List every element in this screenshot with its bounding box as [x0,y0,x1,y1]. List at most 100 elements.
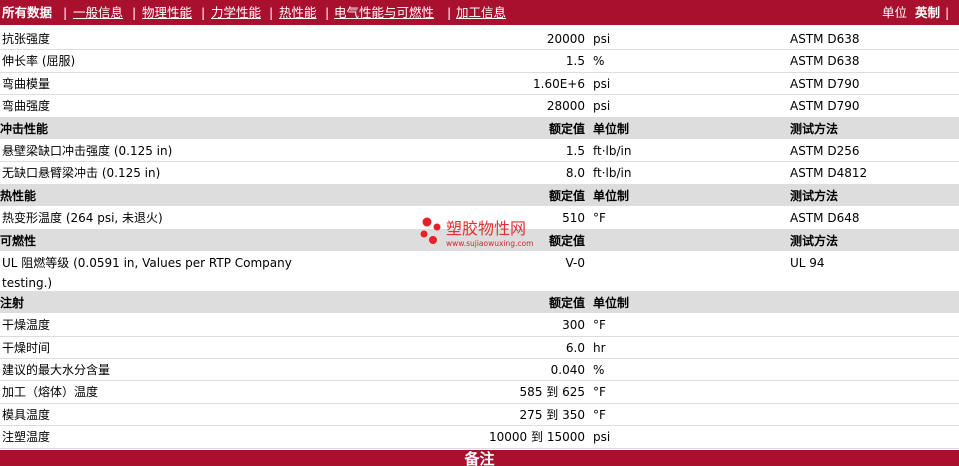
property-value: 6.0 [565,340,585,355]
property-name: 弯曲模量 [2,76,51,91]
nav-separator: | [269,5,274,20]
property-unit: °F [593,318,606,333]
property-value: 300 [562,318,585,333]
watermark-url: www.sujiaowuxing.com [446,239,533,248]
property-unit: psi [593,99,611,114]
section-title: 注射 [0,295,25,310]
property-row: 热变形温度 (264 psi, 未退火) 510 °F ASTM D648 [0,207,959,230]
section-title: 冲击性能 [0,121,49,136]
property-row: UL 阻燃等级 (0.0591 in, Values per RTP Compa… [0,252,959,292]
property-unit: psi [593,430,611,445]
nav-tab[interactable]: 电气性能与可燃性 [334,5,435,20]
property-name: 弯曲强度 [2,99,51,114]
nav-separator: | [945,5,950,20]
column-header: 单位制 [593,295,630,310]
unit-label: 单位 [882,5,908,20]
property-name: 热变形温度 (264 psi, 未退火) [2,211,163,226]
nav-tab[interactable]: 力学性能 [211,5,262,20]
property-row: 干燥温度 300 °F [0,314,959,337]
test-method: UL 94 [790,255,825,270]
property-table: 抗张强度 20000 psi ASTM D638 伸长率 (屈服) 1.5% ASTM D6… [0,28,959,449]
property-unit: °F [593,211,606,226]
watermark-dot [433,223,441,231]
property-value: 28000 [546,99,585,114]
property-name: 干燥温度 [2,318,51,333]
watermark-dot [420,230,428,238]
property-unit: % [593,54,605,69]
property-row: 悬壁梁缺口冲击强度 (0.125 in) 1.5 ft·lb/in ASTM D256 [0,140,959,163]
section-title: 可燃性 [0,233,37,248]
property-row: 干燥时间 6.0 hr [0,337,959,360]
property-value: 8.0 [565,166,585,181]
test-method: ASTM D256 [790,143,860,158]
nav-separator: | [201,5,206,20]
test-method: ASTM D790 [790,99,860,114]
column-header: 测试方法 [790,233,839,248]
section-header: 热性能 额定值 单位制 测试方法 [0,184,959,208]
nav-tab[interactable]: 物理性能 [142,5,193,20]
property-unit: °F [593,407,606,422]
property-value: 1.60E+6 [533,76,585,91]
nav-tab[interactable]: 热性能 [279,5,317,20]
column-header: 测试方法 [790,121,839,136]
property-row: 加工（熔体）温度 585 到 625 °F [0,381,959,404]
property-unit: ft·lb/in [593,166,632,181]
property-value: 275 到 350 [519,407,585,422]
property-unit: psi [593,32,611,46]
property-name: 建议的最大水分含量 [2,363,111,378]
property-name: 悬壁梁缺口冲击强度 (0.125 in) [2,143,173,158]
property-row: 建议的最大水分含量 0.040% [0,359,959,382]
property-unit: psi [593,76,611,91]
test-method: ASTM D790 [790,76,860,91]
nav-tab: 所有数据 [2,5,53,20]
section-title: 热性能 [0,188,37,203]
property-name: 伸长率 (屈服) [2,54,76,69]
unit-value[interactable]: 英制 [915,5,941,20]
watermark-dot [429,236,437,244]
property-value: 1.5 [565,54,585,69]
property-row: 注塑温度 10000 到 15000 psi [0,426,959,449]
column-header: 测试方法 [790,188,839,203]
column-header: 单位制 [593,188,630,203]
nav-bar: 所有数据 一般信息 物理性能 力学性能 热性能 电气性能与可燃性 加工信息 | | | | | | 单位英… [0,0,959,25]
property-name: 无缺口悬臂梁冲击 (0.125 in) [2,166,161,181]
property-value: 510 [562,211,585,226]
property-name: 模具温度 [2,407,51,422]
property-name: 干燥时间 [2,340,51,355]
column-header: 额定值 [548,188,585,203]
nav-tab[interactable]: 一般信息 [73,5,124,20]
section-header: 注射 额定值 单位制 [0,291,959,315]
property-value: 10000 到 15000 [489,430,585,445]
section-header: 可燃性 额定值 测试方法 [0,229,959,252]
property-name: 注塑温度 [2,430,51,445]
column-header: 额定值 [548,233,585,248]
property-row: 抗张强度 20000 psi ASTM D638 [0,28,959,51]
nav-tab[interactable]: 加工信息 [456,5,507,20]
nav-separator: | [325,5,330,20]
property-row: 弯曲模量 1.60E+6 psi ASTM D790 [0,73,959,96]
column-header: 单位制 [593,121,630,136]
property-row: 无缺口悬臂梁冲击 (0.125 in) 8.0 ft·lb/in ASTM D4812 [0,162,959,185]
test-method: ASTM D638 [790,54,860,69]
nav-separator: | [132,5,137,20]
section-header: 冲击性能 额定值 单位制 测试方法 [0,117,959,140]
property-value: 585 到 625 [519,385,585,400]
property-row: 弯曲强度 28000 psi ASTM D790 [0,95,959,118]
test-method: ASTM D4812 [790,166,868,181]
property-row: 模具温度 275 到 350 °F [0,404,959,427]
property-row: 伸长率 (屈服) 1.5% ASTM D638 [0,50,959,73]
property-name: 加工（熔体）温度 [2,385,99,400]
column-header: 额定值 [548,121,585,136]
property-unit: ft·lb/in [593,143,632,158]
test-method: ASTM D638 [790,32,860,46]
nav-separator: | [63,5,68,20]
property-value: V-0 [565,255,585,270]
property-value: 0.040 [550,363,585,378]
property-value: 1.5 [565,143,585,158]
property-unit: °F [593,385,606,400]
nav-separator: | [447,5,452,20]
property-unit: % [593,363,605,378]
test-method: ASTM D648 [790,211,860,226]
property-name: 抗张强度 [2,32,51,46]
